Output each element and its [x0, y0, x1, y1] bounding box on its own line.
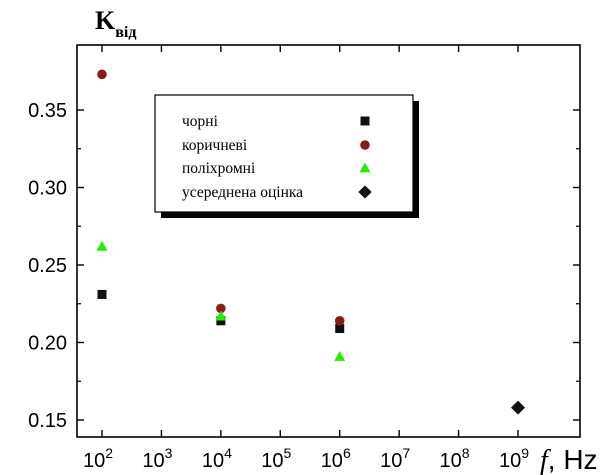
x-tick-base: 10: [261, 450, 283, 472]
data-point-triangle: [215, 310, 227, 321]
x-tick-exponent: 8: [462, 445, 470, 461]
legend-label: чорні: [182, 113, 219, 130]
x-tick-base: 10: [142, 450, 164, 472]
data-point-diamond: [511, 400, 525, 415]
x-tick-base: 10: [440, 450, 462, 472]
x-tick-label: 108: [440, 445, 470, 472]
data-point-circle: [97, 69, 107, 80]
y-axis-title-main: K: [95, 6, 116, 35]
y-axis-title: Kвід: [95, 6, 136, 41]
y-tick-label: 0.35: [28, 100, 67, 122]
y-tick-label: 0.20: [28, 333, 67, 355]
x-tick-exponent: 3: [165, 445, 173, 461]
x-tick-exponent: 9: [521, 445, 529, 461]
x-tick-base: 10: [380, 450, 402, 472]
y-axis-title-sub: від: [115, 24, 136, 41]
x-tick-label: 104: [202, 445, 232, 472]
x-tick-exponent: 7: [402, 445, 410, 461]
x-tick-base: 10: [321, 450, 343, 472]
x-tick-exponent: 2: [105, 445, 113, 461]
x-axis-title: f, Hz: [540, 444, 598, 475]
x-tick-label: 106: [321, 445, 351, 472]
legend-label: поліхромні: [182, 160, 256, 177]
x-tick-exponent: 4: [224, 445, 232, 461]
legend-marker-circle: [360, 140, 370, 150]
x-tick-base: 10: [202, 450, 224, 472]
y-tick-label: 0.25: [28, 255, 67, 277]
x-tick-base: 10: [83, 450, 105, 472]
y-tick-label: 0.30: [28, 178, 67, 200]
y-tick-label: 0.15: [28, 410, 67, 432]
data-point-circle: [216, 303, 226, 314]
x-axis-title-var: f: [540, 445, 551, 475]
x-tick-label: 105: [261, 445, 291, 472]
legend-marker-triangle: [359, 162, 371, 173]
legend-label: усереднена оцінка: [182, 184, 303, 201]
legend-marker-diamond: [358, 185, 372, 199]
data-point-square: [335, 324, 345, 334]
data-point-triangle: [334, 350, 346, 361]
data-point-circle: [334, 316, 345, 326]
x-tick-base: 10: [499, 450, 521, 472]
x-tick-label: 107: [380, 445, 410, 472]
data-point-triangle: [96, 240, 108, 251]
legend-marker-square: [360, 116, 370, 126]
x-tick-exponent: 6: [343, 445, 351, 461]
plot-frame: [76, 44, 581, 438]
x-tick-label: 102: [83, 445, 113, 472]
data-point-square: [216, 316, 226, 326]
x-tick-label: 109: [499, 445, 529, 472]
x-axis-title-unit: , Hz: [548, 444, 598, 475]
data-point-square: [97, 289, 107, 299]
x-tick-exponent: 5: [284, 445, 292, 461]
x-tick-label: 103: [142, 445, 172, 472]
legend-label: коричневі: [182, 137, 248, 154]
